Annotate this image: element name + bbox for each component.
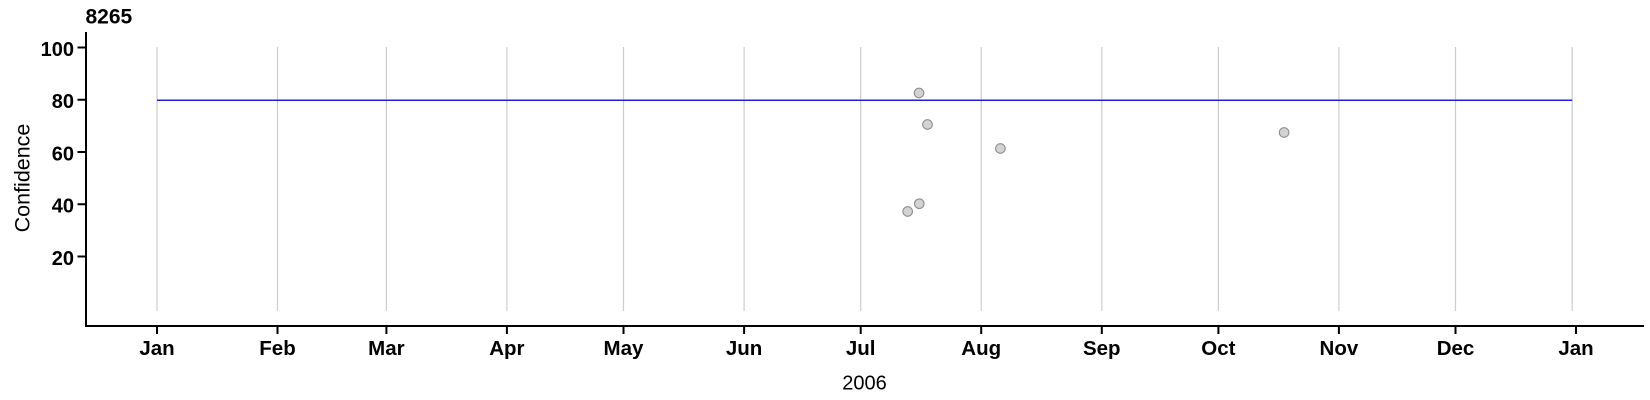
svg-text:Dec: Dec	[1437, 337, 1475, 360]
svg-text:Feb: Feb	[259, 337, 295, 360]
svg-text:Nov: Nov	[1320, 337, 1359, 360]
svg-text:Jul: Jul	[846, 337, 876, 360]
svg-text:Apr: Apr	[489, 337, 524, 360]
svg-text:Jan: Jan	[1558, 337, 1593, 360]
svg-text:80: 80	[52, 91, 74, 113]
svg-text:8265: 8265	[86, 6, 133, 29]
svg-text:40: 40	[52, 196, 74, 218]
svg-text:Mar: Mar	[368, 337, 404, 360]
svg-text:May: May	[604, 337, 644, 360]
svg-text:2006: 2006	[842, 373, 887, 395]
svg-text:60: 60	[52, 143, 74, 165]
svg-text:Jun: Jun	[726, 337, 762, 360]
svg-text:Jan: Jan	[139, 337, 174, 360]
svg-text:20: 20	[52, 248, 74, 270]
svg-text:100: 100	[41, 39, 74, 61]
svg-text:Aug: Aug	[961, 337, 1001, 360]
svg-text:Confidence: Confidence	[10, 124, 34, 233]
svg-text:Oct: Oct	[1201, 337, 1235, 360]
svg-text:Sep: Sep	[1083, 337, 1121, 360]
